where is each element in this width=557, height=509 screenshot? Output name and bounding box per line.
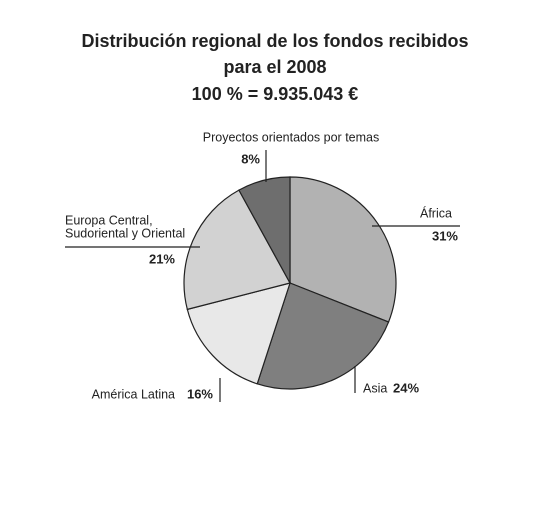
slice-label: América Latina — [92, 387, 175, 401]
chart-title: para el 2008 — [223, 57, 326, 77]
value-label: 24% — [393, 380, 419, 395]
value-label: 31% — [432, 228, 458, 243]
slice-label: África — [420, 205, 452, 220]
slice-label: Sudoriental y Oriental — [65, 226, 185, 240]
pie-slice — [183, 189, 291, 311]
value-label: 16% — [187, 386, 213, 401]
chart-title: Distribución regional de los fondos reci… — [81, 31, 468, 51]
pie-slice — [289, 176, 397, 323]
value-label: 21% — [149, 251, 175, 266]
pie-slice — [186, 282, 291, 385]
pie-slice — [256, 282, 390, 390]
slice-label: Europa Central, — [65, 213, 153, 227]
pie-slice — [238, 176, 291, 284]
slice-label: Asia — [363, 381, 387, 395]
chart-subtitle: 100 % = 9.935.043 € — [192, 84, 359, 104]
slice-label: Proyectos orientados por temas — [203, 130, 379, 144]
value-label: 8% — [241, 151, 260, 166]
